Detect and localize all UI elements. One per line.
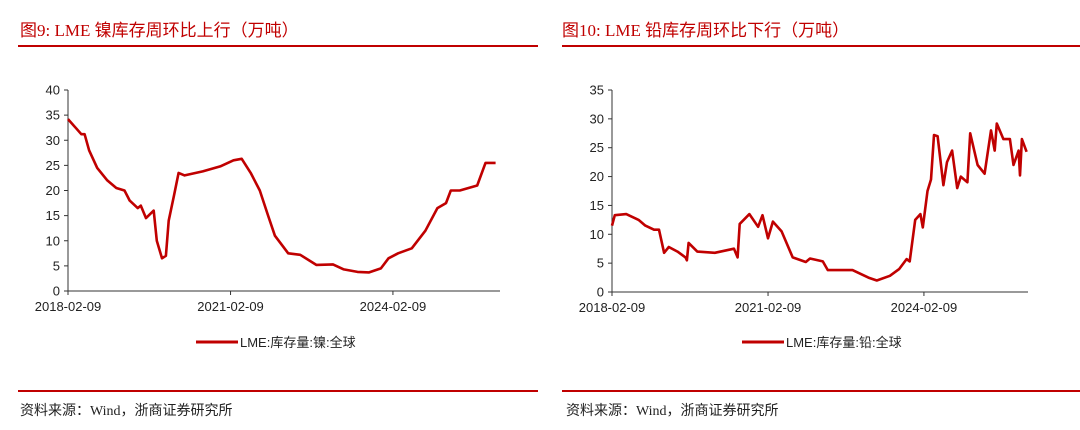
y-tick-label: 30 <box>46 133 60 148</box>
y-tick-label: 35 <box>46 108 60 123</box>
x-tick-label: 2024-02-09 <box>891 300 958 315</box>
y-tick-label: 25 <box>590 140 604 155</box>
y-tick-label: 25 <box>46 158 60 173</box>
y-tick-label: 20 <box>590 169 604 184</box>
y-tick-label: 40 <box>46 83 60 98</box>
source-divider <box>18 390 538 392</box>
source-note: 资料来源：Wind，浙商证券研究所 <box>566 404 779 419</box>
y-tick-label: 0 <box>597 285 604 300</box>
y-tick-label: 35 <box>590 83 604 98</box>
series-line <box>610 122 1028 282</box>
y-tick-label: 10 <box>46 233 60 248</box>
y-tick-label: 10 <box>590 227 604 242</box>
x-tick-label: 2021-02-09 <box>197 299 264 314</box>
title-divider <box>18 45 538 47</box>
y-tick-label: 15 <box>590 198 604 213</box>
title-divider <box>562 45 1080 47</box>
source-divider <box>562 390 1080 392</box>
source-note: 资料来源：Wind，浙商证券研究所 <box>20 404 233 419</box>
chart-title-nickel: 图9: LME 镍库存周环比上行（万吨） <box>20 21 299 40</box>
series-line <box>67 118 496 274</box>
y-tick-label: 30 <box>590 111 604 126</box>
chart-title-lead: 图10: LME 铅库存周环比下行（万吨） <box>562 21 850 40</box>
legend-label: LME:库存量:铅:全球 <box>786 335 902 350</box>
x-tick-label: 2018-02-09 <box>579 300 646 315</box>
x-tick-label: 2021-02-09 <box>735 300 802 315</box>
y-tick-label: 5 <box>597 256 604 271</box>
y-tick-label: 0 <box>53 284 60 299</box>
y-tick-label: 20 <box>46 183 60 198</box>
legend-label: LME:库存量:镍:全球 <box>240 335 356 350</box>
y-tick-label: 15 <box>46 208 60 223</box>
x-tick-label: 2024-02-09 <box>360 299 427 314</box>
y-tick-label: 5 <box>53 258 60 273</box>
x-tick-label: 2018-02-09 <box>35 299 102 314</box>
